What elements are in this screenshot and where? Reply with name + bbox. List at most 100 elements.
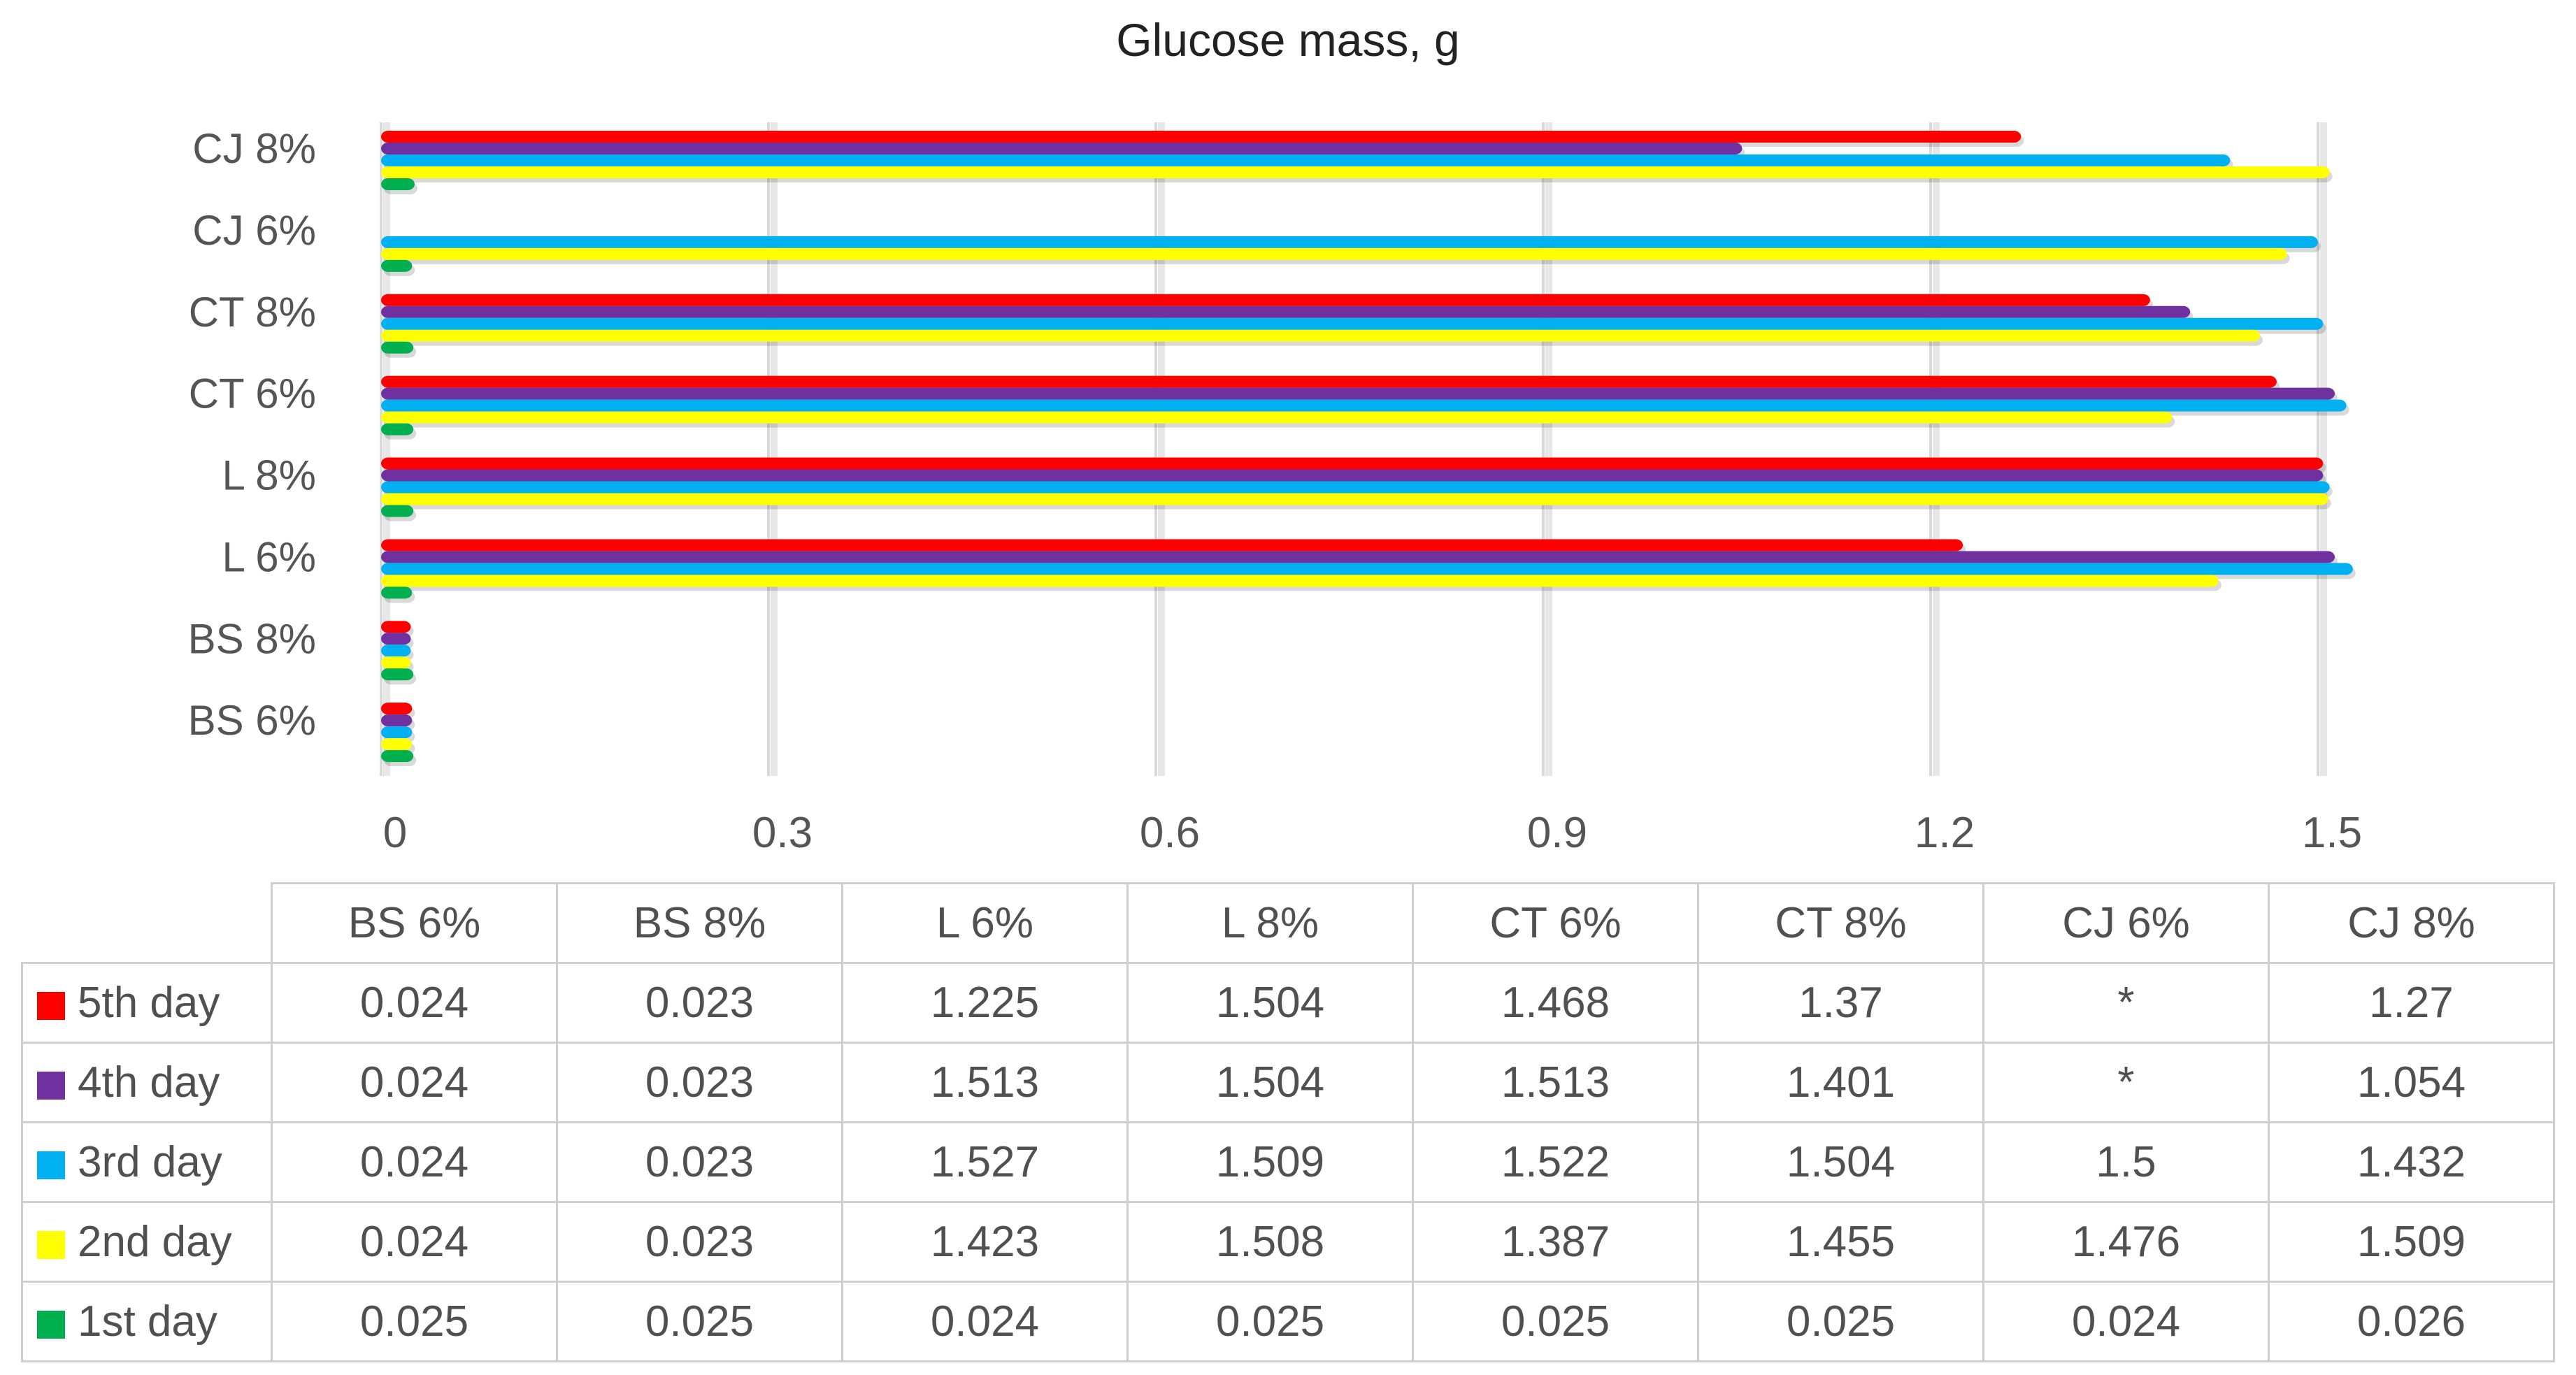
y-axis-category-labels: BS 6% BS 8% L 6% L 8% CT 6% CT 8% CJ 6% CJ 8% (188, 125, 316, 744)
table-cell: 1.423 (841, 1201, 1129, 1283)
legend-swatch (37, 992, 65, 1020)
bar (381, 143, 1743, 154)
bar (381, 178, 415, 190)
bar (381, 469, 2324, 482)
x-tick-label: 0 (383, 809, 407, 857)
bar (381, 738, 413, 751)
bar (381, 750, 414, 763)
table-cell: 0.023 (556, 1042, 843, 1123)
bar (381, 305, 2191, 318)
y-category-label: L 8% (222, 452, 316, 499)
legend-entry: 1st day (21, 1281, 273, 1362)
table-cell: 1.5 (1982, 1121, 2270, 1203)
bar (381, 259, 413, 272)
table-cell: 1.522 (1412, 1121, 1699, 1203)
y-category-label: CT 8% (189, 289, 316, 336)
legend-swatch (37, 1231, 65, 1259)
legend-swatch (37, 1311, 65, 1339)
bar (381, 399, 2347, 412)
legend-label: 5th day (78, 979, 220, 1027)
table-cell: 0.023 (556, 1121, 843, 1203)
bar (381, 726, 413, 739)
gridlines (380, 122, 2327, 776)
table-row: 1st day 0.025 0.025 0.024 0.025 0.025 0.025 0.0… (21, 1281, 2555, 1362)
table-body: 5th day 0.024 0.023 1.225 1.504 1.468 1.37 * 1.2… (21, 962, 2555, 1362)
legend-label: 3rd day (78, 1138, 222, 1186)
bar (381, 481, 2330, 494)
y-category-label: CJ 8% (192, 125, 316, 172)
legend-entry: 5th day (21, 962, 273, 1044)
table-cell: 0.024 (271, 962, 558, 1044)
table-row: 5th day 0.024 0.023 1.225 1.504 1.468 1.37 * 1.2… (21, 962, 2555, 1044)
table-corner (22, 883, 273, 964)
legend-label: 1st day (78, 1297, 217, 1346)
legend-swatch (37, 1151, 65, 1179)
bar (381, 423, 414, 435)
data-table: BS 6% BS 8% L 6% L 8% CT 6% CT 8% CJ 6% CJ 8% 5… (21, 882, 2555, 1362)
table-cell: 1.509 (1126, 1121, 1414, 1203)
table-cell: 1.509 (2268, 1201, 2555, 1283)
bar (381, 131, 2022, 143)
bar (381, 375, 2277, 388)
bar (381, 539, 1963, 552)
table-cell: 1.504 (1126, 962, 1414, 1044)
table-cell: * (1982, 1042, 2270, 1123)
bar (381, 457, 2324, 470)
table-cell: 0.025 (556, 1281, 843, 1362)
bar (381, 645, 411, 657)
bar (381, 317, 2324, 330)
table-cell: 1.432 (2268, 1121, 2555, 1203)
x-tick-label: 1.2 (1915, 809, 1975, 857)
bar (381, 154, 2231, 166)
table-cell: 1.513 (1412, 1042, 1699, 1123)
bar (381, 236, 2318, 248)
table-header-row: BS 6% BS 8% L 6% L 8% CT 6% CT 8% CJ 6% CJ 8% (22, 882, 2555, 964)
bar (381, 493, 2328, 505)
table-cell: 0.023 (556, 1201, 843, 1283)
table-cell: 1.387 (1412, 1201, 1699, 1283)
table-cell: 1.455 (1697, 1201, 1984, 1283)
table-cell: 1.476 (1982, 1201, 2270, 1283)
table-cell: 0.025 (1412, 1281, 1699, 1362)
bar (381, 656, 411, 669)
bar (381, 633, 411, 645)
legend-entry: 2nd day (21, 1201, 273, 1283)
table-cell: 1.513 (841, 1042, 1129, 1123)
table-column-header: L 6% (841, 882, 1129, 964)
table-cell: 1.401 (1697, 1042, 1984, 1123)
table-cell: 1.27 (2268, 962, 2555, 1044)
table-column-header: CT 8% (1697, 882, 1984, 964)
y-category-label: CT 6% (189, 370, 316, 417)
y-category-label: L 6% (222, 533, 316, 580)
legend-entry: 3rd day (21, 1121, 273, 1203)
x-axis-tick-labels: 0 0.3 0.6 0.9 1.2 1.5 (383, 809, 2362, 857)
table-cell: 1.504 (1126, 1042, 1414, 1123)
x-tick-label: 1.5 (2302, 809, 2362, 857)
x-tick-label: 0.9 (1527, 809, 1587, 857)
table-column-header: CJ 8% (2268, 882, 2555, 964)
y-category-label: CJ 6% (192, 207, 316, 254)
bar (381, 714, 413, 727)
table-cell: 0.025 (271, 1281, 558, 1362)
table-cell: 0.023 (556, 962, 843, 1044)
table-cell: 1.527 (841, 1121, 1129, 1203)
bar (381, 668, 414, 681)
table-cell: 1.504 (1697, 1121, 1984, 1203)
table-cell: 0.024 (271, 1201, 558, 1283)
bar (381, 575, 2219, 587)
table-cell: 0.024 (271, 1042, 558, 1123)
table-cell: 0.024 (841, 1281, 1129, 1362)
bar (381, 329, 2260, 342)
table-row: 3rd day 0.024 0.023 1.527 1.509 1.522 1.504 1.5… (21, 1121, 2555, 1203)
x-tick-label: 0.6 (1140, 809, 1200, 857)
bar (381, 247, 2287, 260)
legend-swatch (37, 1072, 65, 1100)
bar (381, 551, 2335, 563)
bar (381, 387, 2335, 400)
bar (381, 341, 414, 354)
bar (381, 166, 2330, 178)
bar (381, 703, 413, 715)
legend-label: 2nd day (78, 1218, 232, 1266)
table-cell: 1.468 (1412, 962, 1699, 1044)
table-cell: 1.225 (841, 962, 1129, 1044)
